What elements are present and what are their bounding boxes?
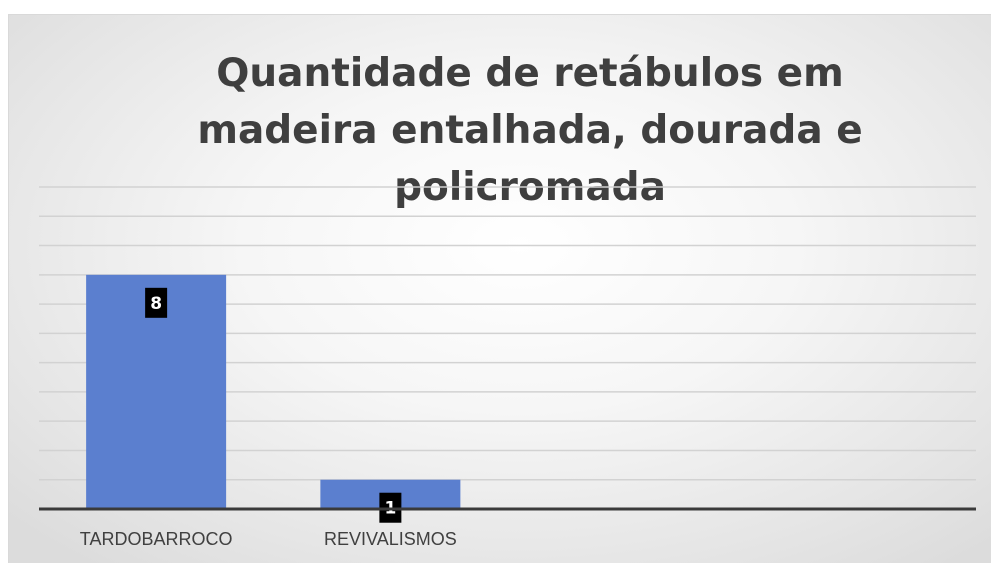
chart-area: Quantidade de retábulos em madeira ental…: [8, 14, 991, 563]
chart-title: Quantidade de retábulos em madeira ental…: [197, 51, 863, 210]
category-label: TARDOBARROCO: [80, 529, 233, 549]
data-label: 8: [150, 294, 162, 314]
data-label-box: [145, 287, 168, 318]
category-label: REVIVALISMOS: [324, 529, 457, 549]
bar-chart-plot: 8TARDOBARROCO1REVIVALISMOS: [39, 186, 976, 549]
